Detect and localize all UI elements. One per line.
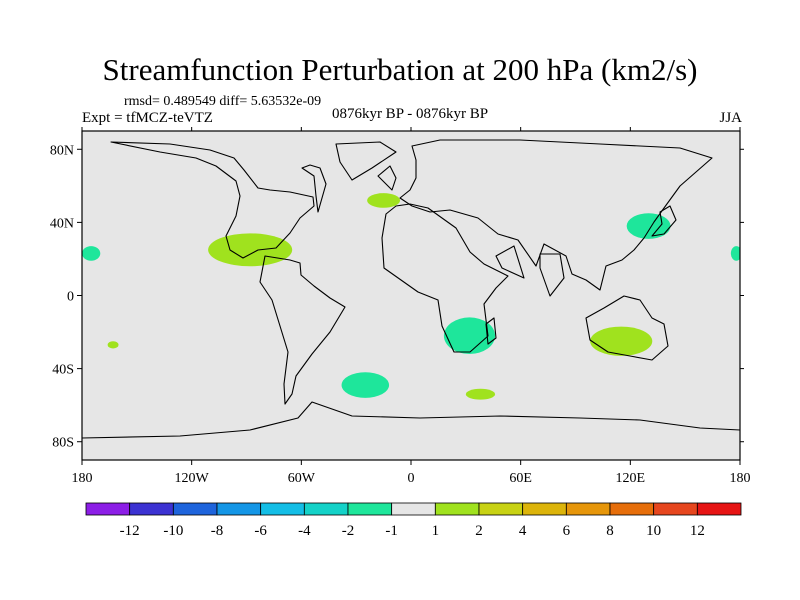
colorbar-swatch-0 xyxy=(85,502,131,516)
y-tick-label-0: 80N xyxy=(50,143,74,158)
stats-subtitle: rmsd= 0.489549 diff= 5.63532e-09 xyxy=(124,94,322,109)
coastlines xyxy=(82,139,740,439)
colorbar-label-3: -6 xyxy=(254,523,267,539)
x-tick-label-4: 60E xyxy=(509,471,532,486)
figure-title: Streamfunction Perturbation at 200 hPa (… xyxy=(102,52,698,87)
anomaly-region-3 xyxy=(82,246,101,261)
x-tick-label-2: 60W xyxy=(288,471,316,486)
colorbar-swatch-13 xyxy=(653,502,698,516)
anomaly-region-7 xyxy=(341,372,390,398)
anomaly-region-8 xyxy=(465,388,496,400)
colorbar-swatch-6 xyxy=(347,502,393,516)
colorbar-label-1: -10 xyxy=(163,523,183,539)
x-tick-label-5: 120E xyxy=(616,471,646,486)
y-tick-label-2: 0 xyxy=(67,290,74,305)
colorbar-label-0: -12 xyxy=(120,523,140,539)
anomaly-region-1 xyxy=(367,193,401,208)
x-tick-label-3: 0 xyxy=(408,471,415,486)
colorbar-label-9: 4 xyxy=(519,523,527,539)
colorbar-swatch-10 xyxy=(522,502,567,516)
colorbar-swatch-8 xyxy=(434,502,480,516)
experiment-label: Expt = tfMCZ-teVTZ xyxy=(82,110,213,126)
colorbar-swatch-12 xyxy=(609,502,655,516)
colorbar-swatch-11 xyxy=(565,502,611,516)
anomaly-region-5 xyxy=(443,317,496,354)
map-background xyxy=(82,131,740,460)
colorbar-label-13: 12 xyxy=(690,523,705,539)
y-tick-label-1: 40N xyxy=(50,216,74,231)
colorbar-swatch-7 xyxy=(391,502,436,516)
y-tick-label-3: 40S xyxy=(52,363,74,378)
colorbar-label-12: 10 xyxy=(646,523,661,539)
colorbar-label-5: -2 xyxy=(342,523,355,539)
x-tick-label-0: 180 xyxy=(72,471,93,486)
colorbar-label-6: -1 xyxy=(385,523,398,539)
period-label: 0876kyr BP - 0876kyr BP xyxy=(331,106,489,122)
x-tick-label-6: 180 xyxy=(730,471,751,486)
season-label: JJA xyxy=(719,110,742,126)
colorbar-label-4: -4 xyxy=(298,523,311,539)
colorbar-swatch-2 xyxy=(172,502,218,516)
colorbar-swatch-5 xyxy=(303,502,349,516)
colorbar-swatch-3 xyxy=(216,502,262,516)
y-tick-label-4: 80S xyxy=(52,436,74,451)
colorbar-label-10: 6 xyxy=(563,523,571,539)
anomaly-region-4 xyxy=(730,246,740,261)
colorbar-swatch-1 xyxy=(129,502,174,516)
colorbar-label-7: 1 xyxy=(432,523,440,539)
colorbar-label-2: -8 xyxy=(211,523,224,539)
colorbar-label-8: 2 xyxy=(475,523,483,539)
colorbar-swatch-4 xyxy=(260,502,305,516)
anomaly-region-0 xyxy=(208,233,293,267)
x-tick-label-1: 120W xyxy=(175,471,210,486)
anomaly-region-9 xyxy=(107,341,119,349)
anomaly-region-2 xyxy=(626,213,671,239)
colorbar-swatch-14 xyxy=(696,502,742,516)
colorbar-swatch-9 xyxy=(478,502,524,516)
anomaly-region-6 xyxy=(590,326,653,356)
colorbar-label-11: 8 xyxy=(606,523,614,539)
